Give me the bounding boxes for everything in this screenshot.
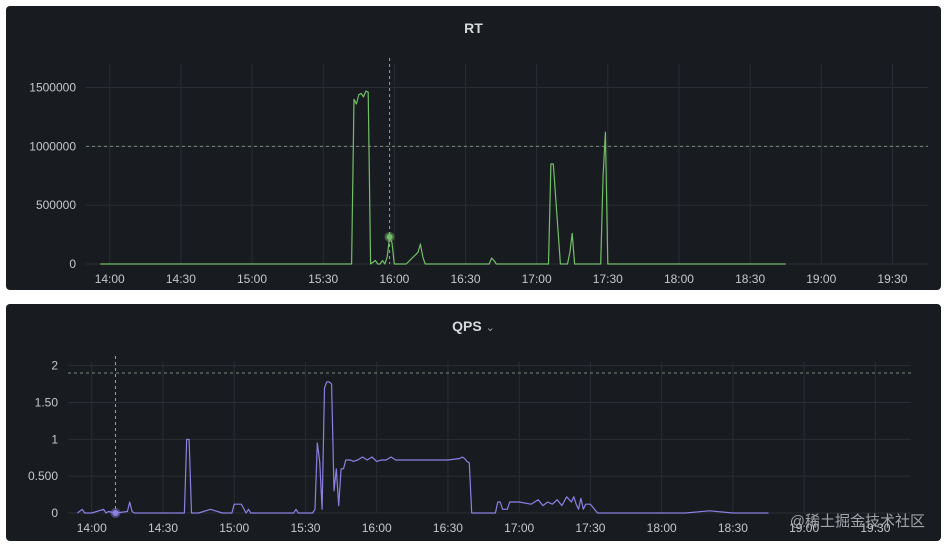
x-tick-label: 17:30 <box>575 521 605 535</box>
x-tick-label: 19:00 <box>789 521 819 535</box>
qps-panel-title[interactable]: QPS ⌄ <box>6 318 941 334</box>
y-tick-label: 0 <box>69 257 76 271</box>
x-tick-label: 18:30 <box>718 521 748 535</box>
series-line <box>100 90 786 265</box>
hover-point <box>386 233 393 240</box>
series-line <box>77 381 769 514</box>
rt-panel: RT 0 500000 1000000 1500000 14:00 14:30 15:00 1… <box>6 6 941 290</box>
x-tick-label: 19:30 <box>877 272 907 286</box>
y-tick-label: 2 <box>51 359 58 373</box>
qps-chart[interactable]: 0 0.500 1 1.50 2 14:00 14:30 15:00 15:30 16:00 16:… <box>6 304 941 541</box>
y-tick-label: 1.50 <box>35 396 59 410</box>
chevron-down-icon[interactable]: ⌄ <box>485 322 495 334</box>
x-tick-label: 18:00 <box>647 521 677 535</box>
qps-panel: QPS ⌄ 0 0.500 1 1.50 2 14:00 14:30 15:00 15:30 16:… <box>6 304 941 541</box>
x-tick-label: 14:00 <box>77 521 107 535</box>
y-tick-label: 1500000 <box>29 81 76 95</box>
x-tick-label: 15:00 <box>237 272 267 286</box>
x-tick-label: 19:00 <box>806 272 836 286</box>
x-tick-label: 15:00 <box>219 521 249 535</box>
x-tick-label: 15:30 <box>308 272 338 286</box>
x-tick-label: 19:30 <box>860 521 890 535</box>
rt-chart[interactable]: 0 500000 1000000 1500000 14:00 14:30 15:00 15:3… <box>6 6 941 290</box>
x-tick-label: 16:00 <box>379 272 409 286</box>
y-tick-label: 500000 <box>36 198 76 212</box>
x-tick-label: 16:30 <box>433 521 463 535</box>
x-tick-label: 16:00 <box>362 521 392 535</box>
qps-title-text: QPS <box>452 318 482 334</box>
rt-panel-title[interactable]: RT <box>6 20 941 36</box>
x-tick-label: 17:00 <box>504 521 534 535</box>
y-tick-label: 0 <box>51 506 58 520</box>
x-tick-label: 18:30 <box>735 272 765 286</box>
x-tick-label: 17:00 <box>522 272 552 286</box>
y-tick-label: 0.500 <box>28 469 58 483</box>
rt-title-text: RT <box>464 20 483 36</box>
x-tick-label: 16:30 <box>450 272 480 286</box>
hover-point <box>112 510 119 516</box>
x-tick-label: 14:30 <box>148 521 178 535</box>
x-tick-label: 14:00 <box>95 272 125 286</box>
x-tick-label: 14:30 <box>166 272 196 286</box>
x-tick-label: 15:30 <box>290 521 320 535</box>
x-tick-label: 17:30 <box>593 272 623 286</box>
y-tick-label: 1000000 <box>29 139 76 153</box>
x-tick-label: 18:00 <box>664 272 694 286</box>
y-tick-label: 1 <box>51 432 58 446</box>
watermark: @稀土掘金技术社区 <box>789 513 925 530</box>
